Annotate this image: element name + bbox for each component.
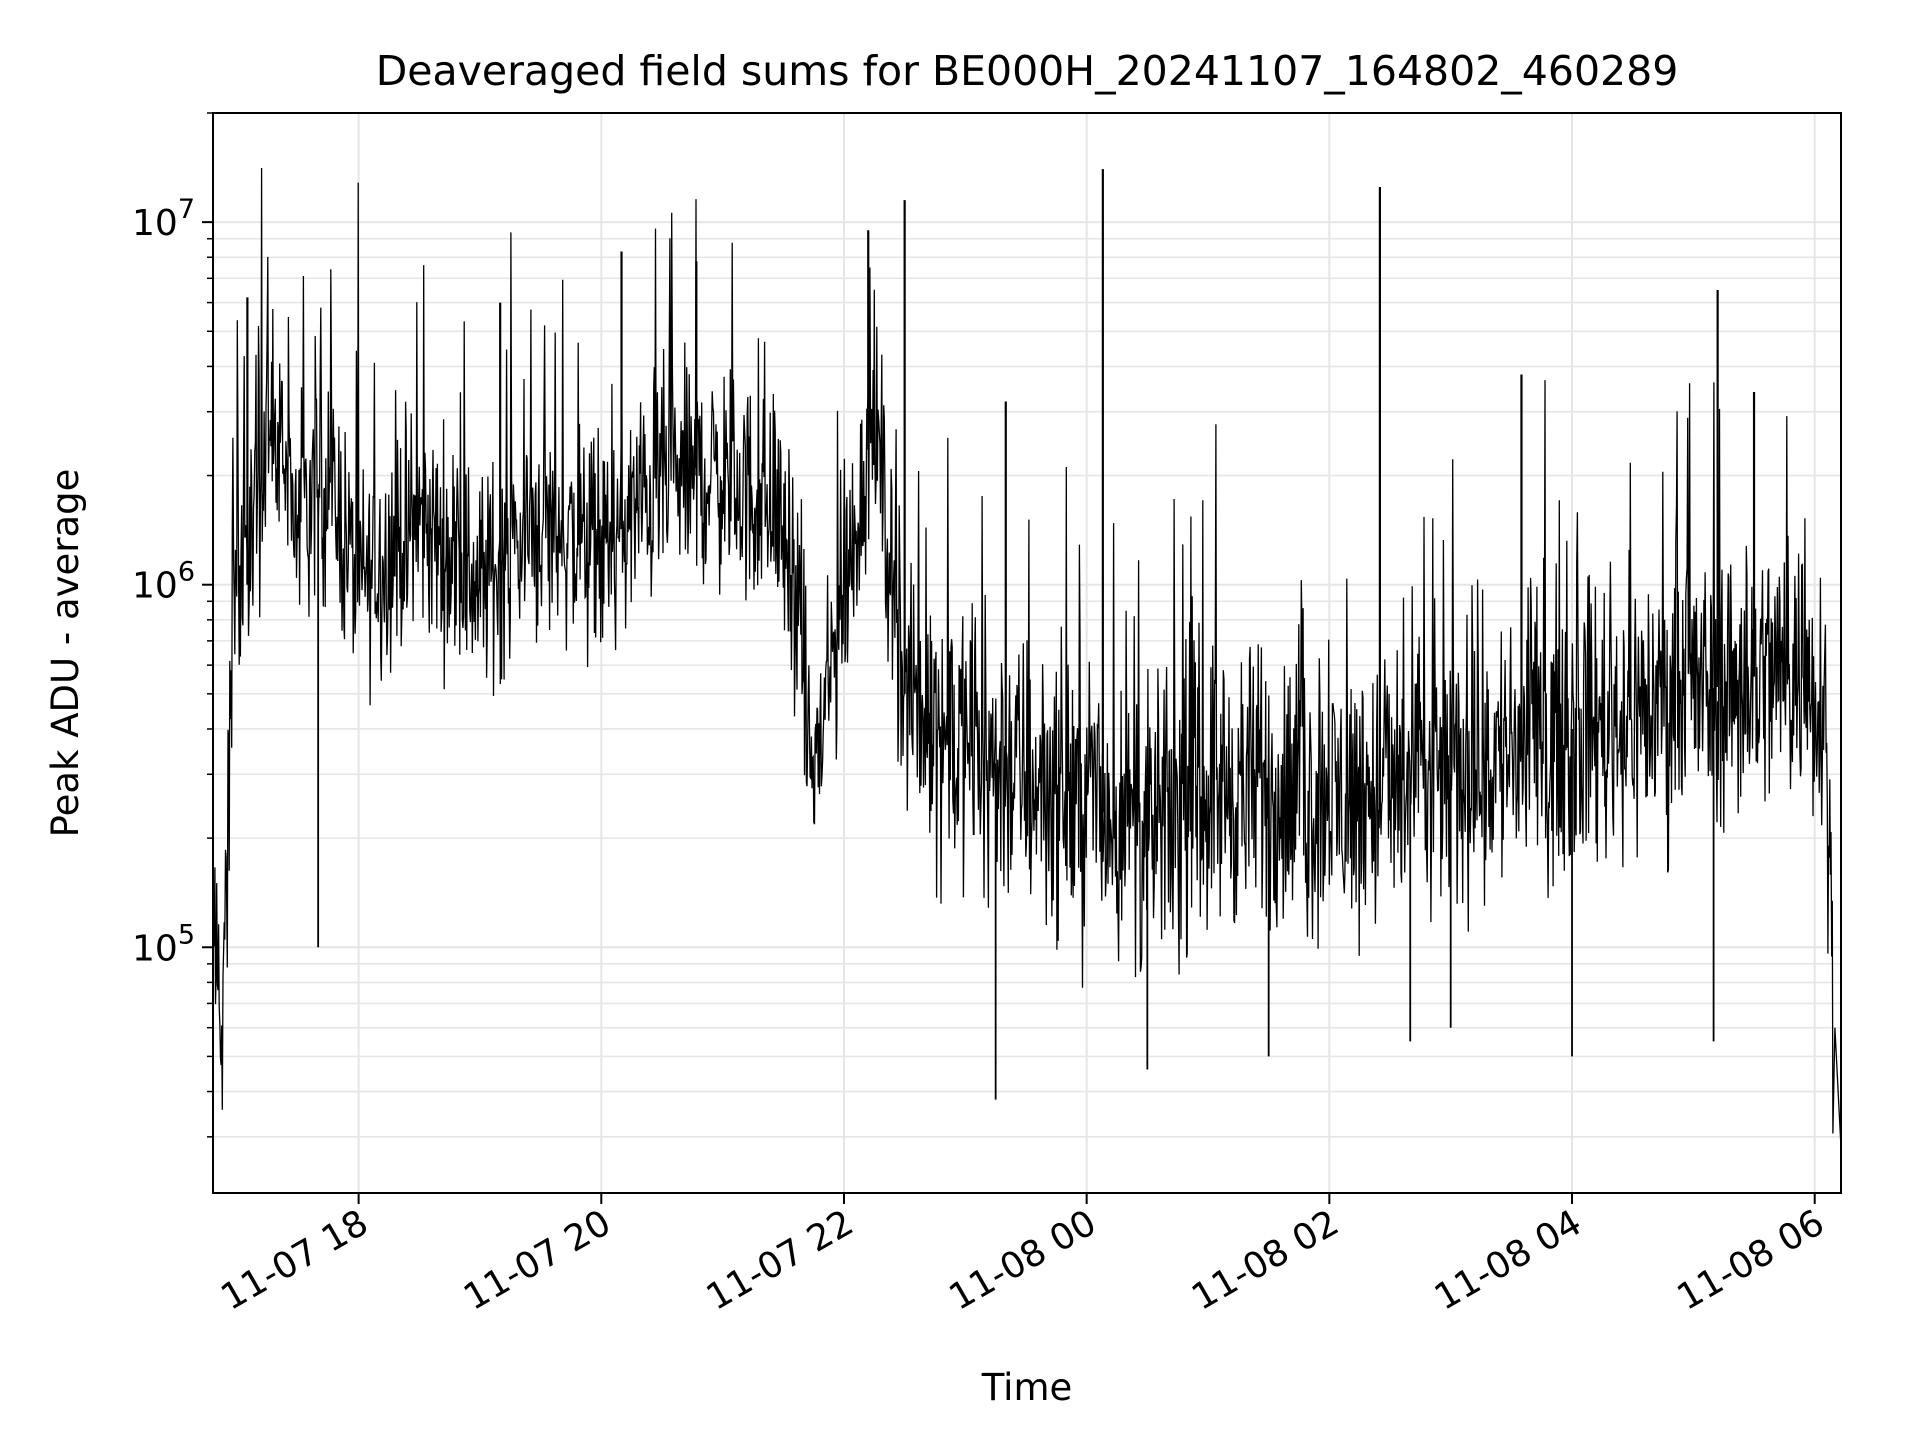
x-tick-label: 11-08 00: [942, 1202, 1103, 1318]
x-tick-label: 11-07 20: [457, 1202, 618, 1318]
x-tick-label: 11-08 02: [1185, 1202, 1346, 1318]
x-tick-label: 11-07 22: [700, 1202, 861, 1318]
y-axis: 105 106 107: [132, 112, 213, 1138]
x-tick-label: 11-08 04: [1428, 1202, 1589, 1318]
x-tick-label: 11-07 18: [214, 1202, 375, 1318]
y-axis-label: Peak ADU - average: [44, 469, 87, 838]
chart-title: Deaveraged field sums for BE000H_2024110…: [376, 47, 1679, 95]
plot-frame: [212, 112, 1842, 1194]
x-axis: 11-07 18 11-07 20 11-07 22 11-08 00 11-08 02…: [214, 1193, 1831, 1319]
series-group: [212, 167, 1842, 1148]
x-axis-label: Time: [981, 1366, 1073, 1409]
y-tick-label: 105: [132, 919, 195, 969]
y-tick-label: 107: [132, 194, 195, 244]
y-tick-label: 106: [132, 557, 195, 607]
series-line: [212, 167, 1842, 1148]
x-tick-label: 11-08 06: [1671, 1202, 1832, 1318]
